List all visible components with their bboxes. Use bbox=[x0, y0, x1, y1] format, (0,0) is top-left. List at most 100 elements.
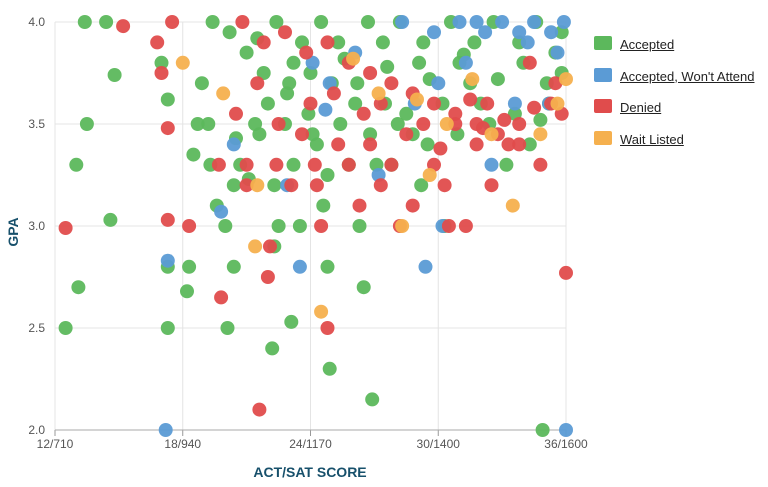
point-denied bbox=[484, 178, 499, 193]
point-denied bbox=[384, 157, 399, 172]
legend-item-accepted-wont-attend[interactable]: Accepted, Won't Attend bbox=[594, 66, 768, 98]
y-tick-label: 4.0 bbox=[28, 15, 45, 29]
point-denied bbox=[441, 219, 456, 233]
point-accepted bbox=[292, 219, 307, 233]
point-accepted-won-t-attend bbox=[292, 259, 307, 274]
point-wait-listed bbox=[175, 55, 190, 70]
point-accepted bbox=[103, 212, 118, 227]
point-denied bbox=[469, 137, 484, 152]
point-denied bbox=[320, 321, 335, 335]
point-accepted bbox=[218, 219, 233, 233]
legend-swatch-denied bbox=[594, 99, 612, 113]
point-accepted bbox=[314, 15, 329, 29]
point-accepted bbox=[107, 68, 122, 82]
point-accepted-won-t-attend bbox=[427, 25, 441, 40]
point-denied bbox=[497, 112, 512, 127]
point-accepted-won-t-attend bbox=[507, 96, 522, 111]
point-accepted-won-t-attend bbox=[305, 55, 320, 70]
point-accepted-won-t-attend bbox=[512, 25, 527, 40]
point-denied bbox=[384, 76, 399, 91]
point-accepted bbox=[267, 178, 282, 193]
point-wait-listed bbox=[439, 117, 454, 131]
point-accepted bbox=[269, 15, 284, 29]
point-wait-listed bbox=[371, 86, 386, 101]
point-accepted bbox=[239, 45, 254, 60]
point-accepted bbox=[256, 66, 271, 80]
point-denied bbox=[522, 55, 537, 70]
point-accepted-won-t-attend bbox=[160, 253, 175, 268]
legend-swatch-accepted bbox=[594, 36, 612, 50]
point-denied bbox=[373, 178, 388, 193]
x-axis-title: ACT/SAT SCORE bbox=[253, 464, 366, 480]
point-accepted-won-t-attend bbox=[158, 423, 173, 437]
legend-swatch-wait-listed bbox=[594, 130, 612, 145]
point-accepted bbox=[286, 157, 301, 172]
point-accepted bbox=[352, 219, 367, 233]
point-denied bbox=[527, 100, 542, 115]
point-accepted bbox=[399, 106, 414, 121]
point-accepted bbox=[205, 15, 220, 29]
grid-layer bbox=[54, 21, 567, 431]
point-denied bbox=[263, 239, 277, 254]
point-accepted bbox=[260, 96, 275, 111]
point-denied bbox=[150, 35, 165, 50]
point-accepted bbox=[79, 117, 94, 131]
point-wait-listed bbox=[484, 127, 499, 142]
point-accepted-won-t-attend bbox=[452, 15, 467, 29]
legend-item-accepted[interactable]: Accepted bbox=[594, 34, 768, 66]
point-accepted bbox=[320, 168, 335, 182]
point-denied bbox=[533, 157, 548, 172]
point-denied bbox=[512, 117, 527, 131]
legend-item-denied[interactable]: Denied bbox=[594, 97, 768, 129]
point-denied bbox=[260, 270, 275, 284]
point-accepted bbox=[226, 178, 241, 193]
point-accepted bbox=[186, 147, 201, 162]
point-denied bbox=[299, 45, 314, 60]
point-accepted bbox=[490, 72, 505, 87]
point-accepted bbox=[160, 321, 175, 335]
point-accepted bbox=[420, 137, 435, 152]
point-denied bbox=[154, 66, 169, 80]
point-denied bbox=[548, 76, 563, 91]
point-accepted bbox=[499, 157, 514, 172]
point-accepted-won-t-attend bbox=[395, 15, 410, 29]
point-accepted bbox=[190, 117, 205, 131]
legend-item-wait-listed[interactable]: Wait Listed bbox=[594, 129, 768, 161]
point-denied bbox=[211, 157, 226, 172]
point-denied bbox=[331, 137, 346, 152]
point-accepted bbox=[286, 55, 301, 70]
point-accepted bbox=[350, 76, 365, 91]
point-accepted bbox=[194, 76, 209, 91]
point-denied bbox=[239, 178, 254, 193]
point-denied bbox=[326, 86, 341, 101]
point-accepted-won-t-attend bbox=[544, 25, 559, 40]
point-accepted-won-t-attend bbox=[431, 76, 446, 91]
point-accepted bbox=[99, 15, 114, 29]
point-accepted-won-t-attend bbox=[469, 15, 484, 29]
point-accepted bbox=[58, 321, 73, 335]
point-denied bbox=[284, 178, 299, 193]
point-accepted bbox=[380, 59, 395, 74]
y-tick-label: 3.0 bbox=[28, 219, 45, 233]
point-denied bbox=[314, 219, 329, 233]
point-wait-listed bbox=[216, 86, 231, 101]
x-tick-label: 30/1400 bbox=[417, 437, 461, 451]
point-accepted bbox=[226, 259, 241, 274]
point-denied bbox=[416, 117, 431, 131]
point-denied bbox=[399, 127, 414, 142]
point-denied bbox=[352, 198, 367, 213]
point-accepted bbox=[77, 15, 92, 29]
point-denied bbox=[320, 35, 335, 50]
point-denied bbox=[307, 157, 322, 172]
legend: Accepted Accepted, Won't Attend Denied W… bbox=[594, 34, 768, 160]
point-accepted-won-t-attend bbox=[478, 25, 493, 40]
point-denied bbox=[295, 127, 309, 142]
point-denied bbox=[341, 157, 356, 172]
point-accepted bbox=[271, 219, 286, 233]
point-denied bbox=[458, 219, 473, 233]
point-denied bbox=[271, 117, 286, 131]
point-denied bbox=[256, 35, 271, 50]
point-denied bbox=[501, 137, 516, 152]
point-wait-listed bbox=[559, 72, 573, 87]
